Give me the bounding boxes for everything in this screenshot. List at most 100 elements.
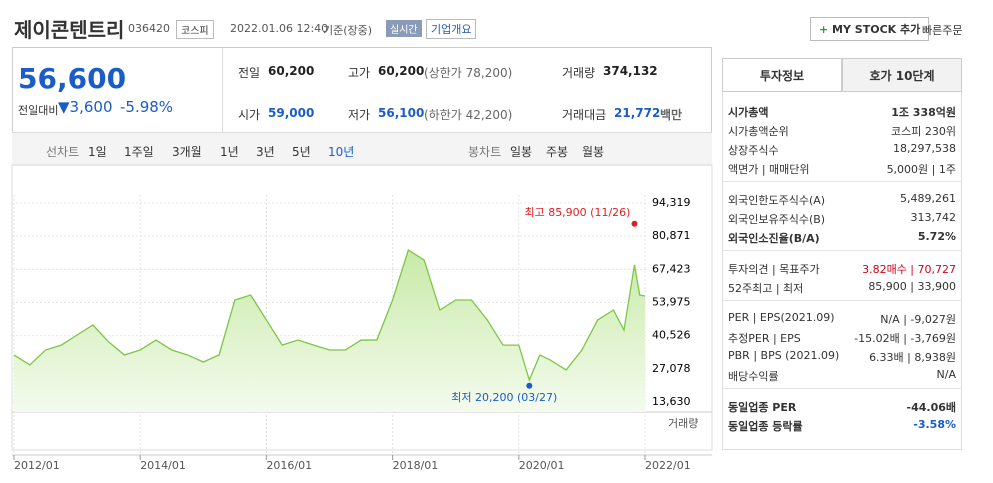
period-label: 봉차트 <box>468 145 502 159</box>
info-value: 5,489,261 <box>900 192 956 205</box>
info-value: -44.06배 <box>906 401 956 414</box>
info-value: N/A <box>936 368 956 381</box>
change-label: 전일대비 <box>18 104 59 117</box>
volume-label: 거래량 <box>668 417 698 430</box>
basis: 기준(장중) <box>323 24 373 37</box>
period-button[interactable]: 5년 <box>292 145 311 159</box>
period-button[interactable]: 3개월 <box>172 145 202 159</box>
divider <box>222 48 223 132</box>
info-separator <box>722 250 962 251</box>
price-area <box>14 250 645 412</box>
period-button[interactable]: 일봉 <box>510 145 533 159</box>
stock-code: 036420 <box>128 22 170 35</box>
high-label: 최고 85,900 (11/26) <box>524 206 630 219</box>
tab[interactable]: 호가 10단계 <box>842 58 962 92</box>
current-price: 56,600 <box>18 62 127 95</box>
period-button[interactable]: 3년 <box>256 145 275 159</box>
y-tick-label: 40,526 <box>652 329 691 342</box>
company-info-button[interactable]: 기업개요 <box>426 19 477 39</box>
price-line <box>13 249 646 383</box>
mystock-button[interactable]: + MY STOCK 추가 <box>810 17 930 41</box>
info-value: 18,297,538 <box>893 142 956 155</box>
info-separator <box>722 181 962 182</box>
change-value: 3,600 <box>69 98 113 116</box>
period-button[interactable]: 1주일 <box>124 145 154 159</box>
y-tick-label: 94,319 <box>652 196 691 209</box>
info-label: 동일업종 PER <box>728 401 797 414</box>
quote-label: 거래량 <box>562 66 596 80</box>
quick-order[interactable]: 빠른주문 <box>922 24 963 37</box>
quote-value: 60,200 <box>378 64 425 78</box>
info-value: 5.72% <box>917 230 956 243</box>
info-value: 코스피 230위 <box>891 125 956 138</box>
quote-note: (하한가 42,200) <box>424 108 513 122</box>
quote-value: 56,100 <box>378 106 425 120</box>
change-pct: -5.98% <box>120 98 174 116</box>
down-arrow: ▼ <box>58 98 70 116</box>
x-tick-label: 2018/01 <box>393 459 439 472</box>
info-label: 상장주식수 <box>728 144 779 157</box>
info-value: 5,000원 | 1주 <box>886 163 956 176</box>
period-label: 선차트 <box>46 145 80 159</box>
quote-value: 59,000 <box>268 106 315 120</box>
stock-name: 제이콘텐트리 <box>14 18 125 42</box>
x-tick-label: 2022/01 <box>645 459 691 472</box>
info-label: 외국인한도주식수(A) <box>728 194 826 207</box>
tab[interactable]: 투자정보 <box>722 58 842 92</box>
info-label: 외국인소진율(B/A) <box>728 232 820 245</box>
period-button[interactable]: 1일 <box>88 145 107 159</box>
change: ▼3,600 <box>58 98 113 116</box>
x-tick-label: 2012/01 <box>14 459 60 472</box>
market-badge: 코스피 <box>176 20 214 39</box>
quote-note: (상한가 78,200) <box>424 66 513 80</box>
info-value: 313,742 <box>910 211 957 224</box>
info-value: 3.82매수 | 70,727 <box>862 263 956 276</box>
info-label: 추정PER | EPS <box>728 332 801 345</box>
y-tick-label: 53,975 <box>652 295 691 308</box>
quote-value: 21,772 <box>614 106 661 120</box>
quote-label: 전일 <box>238 66 261 80</box>
info-separator <box>722 300 962 301</box>
high-marker <box>631 220 638 227</box>
info-value: N/A | -9,027원 <box>880 313 956 326</box>
y-tick-label: 13,630 <box>652 395 691 408</box>
x-tick-label: 2016/01 <box>266 459 312 472</box>
low-marker <box>526 382 533 389</box>
info-label: 투자의견 | 목표주가 <box>728 263 820 276</box>
info-value: 1조 338억원 <box>891 106 956 119</box>
low-label: 최저 20,200 (03/27) <box>451 391 557 404</box>
y-tick-label: 27,078 <box>652 362 691 375</box>
period-button[interactable]: 1년 <box>220 145 239 159</box>
info-value: 85,900 | 33,900 <box>868 280 956 293</box>
info-label: 52주최고 | 최저 <box>728 282 804 295</box>
period-bar <box>12 132 712 166</box>
datetime: 2022.01.06 12:40 <box>230 22 329 35</box>
plus-icon: + <box>819 23 833 36</box>
info-label: 액면가 | 매매단위 <box>728 163 810 176</box>
y-tick-label: 67,423 <box>652 262 691 275</box>
period-button[interactable]: 10년 <box>328 145 355 159</box>
info-label: 동일업종 등락률 <box>728 420 803 433</box>
mystock-text: MY STOCK 추가 <box>832 23 921 36</box>
info-label: 외국인보유주식수(B) <box>728 213 826 226</box>
quote-label: 시가 <box>238 108 261 122</box>
quote-label: 저가 <box>348 108 371 122</box>
period-button[interactable]: 주봉 <box>546 145 569 159</box>
chart-frame <box>11 164 713 451</box>
realtime-badge[interactable]: 실시간 <box>386 20 422 37</box>
info-value: -3.58% <box>913 418 956 431</box>
x-tick-label: 2014/01 <box>140 459 186 472</box>
period-button[interactable]: 월봉 <box>582 145 605 159</box>
x-tick-label: 2020/01 <box>519 459 565 472</box>
info-label: 배당수익률 <box>728 370 779 383</box>
info-label: PER | EPS(2021.09) <box>728 311 835 324</box>
chart: 13,630 27,078 40,526 53,975 67,423 80,871 94,3… <box>11 164 713 472</box>
info-label: 시가총액 <box>728 106 769 119</box>
quote-note: 백만 <box>660 108 683 122</box>
quote-label: 거래대금 <box>562 108 607 122</box>
info-separator <box>722 388 962 389</box>
y-tick-label: 80,871 <box>652 229 691 242</box>
info-label: 시가총액순위 <box>728 125 789 138</box>
quote-label: 고가 <box>348 66 371 80</box>
info-value: 6.33배 | 8,938원 <box>869 351 956 364</box>
